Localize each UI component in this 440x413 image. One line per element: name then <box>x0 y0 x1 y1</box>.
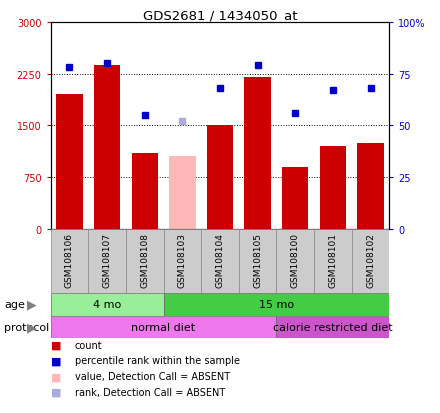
Bar <box>126 229 164 293</box>
Text: GSM108104: GSM108104 <box>216 233 224 287</box>
Bar <box>94 65 120 229</box>
Bar <box>51 316 276 339</box>
Bar <box>51 229 88 293</box>
Bar <box>201 229 239 293</box>
Text: GSM108101: GSM108101 <box>328 233 337 287</box>
Text: count: count <box>75 340 103 350</box>
Text: GSM108105: GSM108105 <box>253 233 262 287</box>
Text: rank, Detection Call = ABSENT: rank, Detection Call = ABSENT <box>75 387 225 397</box>
Text: GSM108102: GSM108102 <box>366 233 375 287</box>
Text: ■: ■ <box>51 387 61 397</box>
Title: GDS2681 / 1434050_at: GDS2681 / 1434050_at <box>143 9 297 21</box>
Bar <box>56 95 83 229</box>
Text: ■: ■ <box>51 340 61 350</box>
Text: 15 mo: 15 mo <box>259 299 294 310</box>
Bar <box>51 293 164 316</box>
Text: GSM108103: GSM108103 <box>178 233 187 287</box>
Bar <box>314 229 352 293</box>
Text: calorie restricted diet: calorie restricted diet <box>273 322 393 332</box>
Text: ▶: ▶ <box>27 321 37 334</box>
Text: GSM108108: GSM108108 <box>140 233 149 287</box>
Bar <box>282 167 308 229</box>
Bar <box>276 316 389 339</box>
Text: 4 mo: 4 mo <box>93 299 121 310</box>
Text: ■: ■ <box>51 371 61 381</box>
Bar <box>132 154 158 229</box>
Text: age: age <box>4 299 25 310</box>
Text: GSM108107: GSM108107 <box>103 233 112 287</box>
Text: normal diet: normal diet <box>132 322 196 332</box>
Bar <box>164 229 201 293</box>
Text: GSM108106: GSM108106 <box>65 233 74 287</box>
Text: ■: ■ <box>51 356 61 366</box>
Bar <box>207 126 233 229</box>
Text: protocol: protocol <box>4 322 50 332</box>
Bar <box>169 157 195 229</box>
Bar <box>276 229 314 293</box>
Bar <box>357 143 384 229</box>
Bar <box>164 293 389 316</box>
Bar <box>239 229 276 293</box>
Bar <box>88 229 126 293</box>
Bar <box>352 229 389 293</box>
Text: value, Detection Call = ABSENT: value, Detection Call = ABSENT <box>75 371 230 381</box>
Bar <box>245 78 271 229</box>
Bar <box>320 147 346 229</box>
Text: ▶: ▶ <box>27 298 37 311</box>
Text: percentile rank within the sample: percentile rank within the sample <box>75 356 240 366</box>
Text: GSM108100: GSM108100 <box>291 233 300 287</box>
